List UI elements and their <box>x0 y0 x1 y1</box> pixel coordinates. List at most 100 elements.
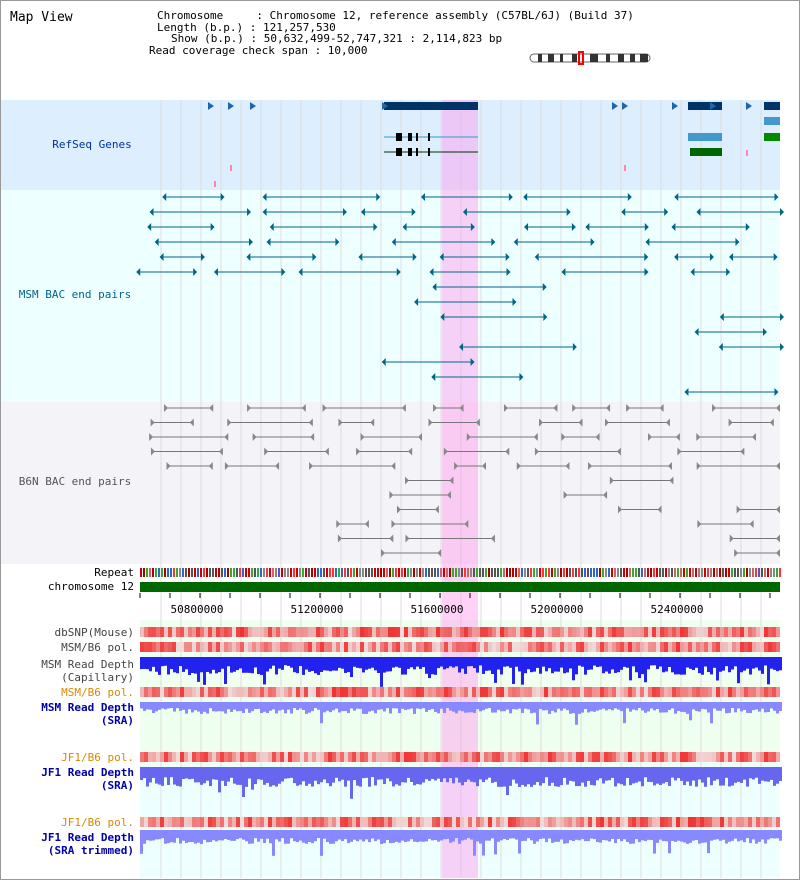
msm-capillary-depth-bar <box>584 657 587 675</box>
jf1-b6-pol-heat-cell <box>168 817 172 827</box>
msm-bac-end-marker <box>780 343 784 351</box>
jf1-sra-depth-bar <box>572 767 575 782</box>
msm-b6-pol-heat-cell <box>720 642 724 652</box>
msm-capillary-depth-bar <box>185 657 188 670</box>
msm-b6-pol-heat-cell <box>208 687 212 697</box>
jf1-b6-pol-heat-cell <box>164 752 168 762</box>
jf1-b6-pol-heat-cell <box>348 752 352 762</box>
b6n-bac-end-marker <box>749 520 754 528</box>
jf1-sra-depth-bar <box>416 767 419 785</box>
msm-capillary-depth-bar <box>602 657 605 674</box>
jf1-b6-pol-heat-cell <box>632 752 636 762</box>
msm-b6-pol-heat-cell <box>484 687 488 697</box>
repeat-label[interactable]: Repeat <box>94 566 134 579</box>
refseq-genes-label[interactable]: RefSeq Genes <box>52 138 132 151</box>
repeat-element <box>314 568 316 577</box>
chromosome-label[interactable]: chromosome 12 <box>47 580 134 593</box>
msm-bac-end-marker <box>440 313 445 321</box>
msm-sra-depth-bar <box>146 702 149 710</box>
dbsnp-heat-cell <box>564 627 568 637</box>
msm-capillary-depth-bar <box>557 657 560 672</box>
b6n-bac-label[interactable]: B6N BAC end pairs <box>18 475 132 488</box>
b6n-bac-end-marker <box>609 476 614 485</box>
msm-b6-pol-label[interactable]: MSM/B6 pol. <box>61 641 134 654</box>
jf1-trim-depth-bar <box>509 830 512 839</box>
jf1-sra-depth-bar <box>713 767 716 781</box>
msm-b6-pol-heat-cell <box>272 642 276 652</box>
jf1-b6-pol-heat-cell <box>380 752 384 762</box>
msm-capillary-depth-bar <box>701 657 704 675</box>
msm-capillary-depth-bar <box>728 657 731 673</box>
jf1-b6-pol-heat-cell <box>172 817 176 827</box>
msm-b6-pol-heat-cell <box>316 642 320 652</box>
msm-sra-depth-bar <box>383 702 386 712</box>
jf1-trim-depth-bar <box>761 830 764 840</box>
msm-capillary-depth-bar <box>296 657 299 674</box>
msm-capillary-depth-bar <box>380 657 383 687</box>
jf1-depth-trim-label-line1: JF1 Read Depth <box>41 831 134 844</box>
msm-b6-pol-heat-cell <box>384 687 388 697</box>
jf1-trim-depth-bar <box>377 830 380 840</box>
msm-sra-depth-bar <box>251 702 254 712</box>
dbsnp-heat-cell <box>708 627 712 637</box>
msm-bac-end-marker <box>735 238 740 246</box>
jf1-b6-pol-heat-cell <box>420 817 424 827</box>
msm-b6-pol-heat-cell <box>368 687 372 697</box>
jf1-sra-depth-bar <box>743 767 746 780</box>
msm-capillary-depth-bar <box>230 657 233 673</box>
msm-bac-end-marker <box>627 193 632 201</box>
repeat-element <box>455 568 457 577</box>
msm-bac-label[interactable]: MSM BAC end pairs <box>18 288 132 301</box>
msm-b6-pol-heat-cell <box>340 642 344 652</box>
msm-b6-pol-heat-cell <box>196 642 200 652</box>
msm-b6-pol-heat-cell <box>308 642 312 652</box>
msm-sra-depth-bar <box>392 702 395 709</box>
msm-b6-pol-heat-cell <box>756 687 760 697</box>
dbsnp-heat-cell <box>696 627 700 637</box>
msm-sra-depth-bar <box>500 702 503 712</box>
dbsnp-label[interactable]: dbSNP(Mouse) <box>54 626 134 639</box>
msm-sra-depth-bar <box>314 702 317 709</box>
msm-b6-pol-heat-cell <box>172 687 176 697</box>
refseq-gene-block <box>764 102 780 110</box>
msm-capillary-depth-bar <box>692 657 695 671</box>
msm-sra-depth-bar <box>632 702 635 710</box>
msm-b6-pol-heat-cell <box>152 642 156 652</box>
msm-sra-depth-bar <box>254 702 257 710</box>
msm-b6-pol-label-2[interactable]: MSM/B6 pol. <box>61 686 134 699</box>
msm-bac-end-marker <box>431 373 436 381</box>
jf1-trim-depth-bar <box>551 830 554 843</box>
msm-depth-capillary-label[interactable]: MSM Read Depth (Capillary) <box>41 658 134 684</box>
dbsnp-heat-cell <box>216 627 220 637</box>
msm-sra-depth-bar <box>140 702 143 709</box>
msm-b6-pol-heat-cell <box>744 642 748 652</box>
jf1-b6-pol-heat-cell <box>704 817 708 827</box>
jf1-trim-depth-bar <box>302 830 305 843</box>
jf1-sra-depth-bar <box>461 767 464 786</box>
b6n-bac-end-marker <box>751 433 756 441</box>
msm-depth-sra-label[interactable]: MSM Read Depth (SRA) <box>41 701 134 727</box>
jf1-sra-depth-bar <box>470 767 473 782</box>
msm-capillary-depth-bar <box>554 657 557 672</box>
jf1-depth-sra-label[interactable]: JF1 Read Depth (SRA) <box>41 766 134 792</box>
msm-capillary-depth-bar <box>509 657 512 668</box>
dbsnp-heat-cell <box>332 627 336 637</box>
ideogram-band <box>606 54 610 62</box>
msm-sra-depth-bar <box>437 702 440 714</box>
msm-capillary-depth-bar <box>284 657 287 666</box>
jf1-b6-pol-heat-cell <box>400 752 404 762</box>
msm-b6-pol-heat-cell <box>724 642 728 652</box>
jf1-b6-pol-label[interactable]: JF1/B6 pol. <box>61 751 134 764</box>
jf1-b6-pol-label-2[interactable]: JF1/B6 pol. <box>61 816 134 829</box>
jf1-b6-pol-heat-cell <box>200 752 204 762</box>
jf1-sra-depth-bar <box>185 767 188 779</box>
msm-sra-depth-bar <box>677 702 680 711</box>
jf1-depth-trim-label[interactable]: JF1 Read Depth (SRA trimmed) <box>41 831 134 857</box>
jf1-sra-depth-bar <box>362 767 365 779</box>
jf1-sra-depth-bar <box>752 767 755 780</box>
jf1-b6-pol-heat-cell <box>468 817 472 827</box>
jf1-trim-depth-bar <box>569 830 572 841</box>
jf1-b6-pol-heat-cell <box>392 752 396 762</box>
msm-b6-pol-heat-cell <box>372 642 376 652</box>
